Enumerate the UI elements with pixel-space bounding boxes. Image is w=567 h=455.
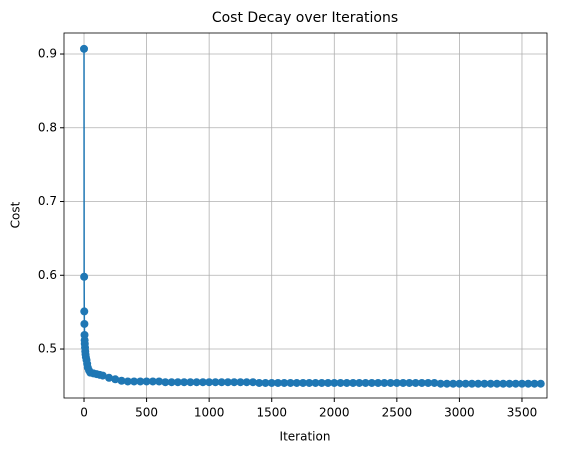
x-tick-label: 2500 — [382, 406, 413, 420]
marker — [173, 378, 182, 387]
marker — [399, 378, 408, 387]
marker — [492, 379, 501, 388]
marker — [374, 378, 383, 387]
marker — [524, 379, 533, 388]
marker — [467, 379, 476, 388]
x-axis-label: Iteration — [280, 430, 331, 444]
marker — [223, 378, 232, 387]
marker — [417, 378, 426, 387]
marker — [267, 378, 276, 387]
marker — [161, 378, 170, 387]
marker — [436, 379, 445, 388]
marker — [349, 378, 358, 387]
x-tick-label: 500 — [135, 406, 158, 420]
marker — [123, 377, 132, 386]
marker — [117, 376, 126, 385]
marker — [105, 373, 114, 382]
marker — [186, 378, 195, 387]
marker — [411, 378, 420, 387]
marker — [330, 378, 339, 387]
marker — [255, 378, 264, 387]
marker — [292, 378, 301, 387]
x-tick-label: 3000 — [444, 406, 475, 420]
marker — [461, 379, 470, 388]
marker — [142, 377, 151, 386]
marker — [324, 378, 333, 387]
marker — [430, 378, 439, 387]
marker — [248, 378, 257, 387]
marker — [474, 379, 483, 388]
marker — [405, 378, 414, 387]
marker — [449, 379, 458, 388]
marker — [480, 379, 489, 388]
marker — [505, 379, 514, 388]
marker — [211, 378, 220, 387]
marker — [236, 378, 245, 387]
marker — [386, 378, 395, 387]
marker — [130, 377, 139, 386]
marker — [80, 319, 89, 328]
marker — [80, 44, 89, 53]
marker — [205, 378, 214, 387]
marker — [486, 379, 495, 388]
marker — [261, 378, 270, 387]
x-tick-label: 3500 — [507, 406, 538, 420]
marker — [217, 378, 226, 387]
marker — [155, 377, 164, 386]
x-tick-label: 1000 — [194, 406, 225, 420]
marker — [455, 379, 464, 388]
marker — [517, 379, 526, 388]
marker — [380, 378, 389, 387]
marker — [286, 378, 295, 387]
marker — [536, 379, 545, 388]
marker — [499, 379, 508, 388]
y-tick-label: 0.9 — [38, 47, 57, 61]
marker — [273, 378, 282, 387]
y-tick-label: 0.8 — [38, 120, 57, 134]
marker — [342, 378, 351, 387]
marker — [317, 378, 326, 387]
marker — [242, 378, 251, 387]
marker — [442, 379, 451, 388]
y-tick-label: 0.7 — [38, 194, 57, 208]
marker — [511, 379, 520, 388]
x-tick-label: 1500 — [256, 406, 287, 420]
marker — [424, 378, 433, 387]
marker — [136, 377, 145, 386]
chart-title: Cost Decay over Iterations — [212, 10, 398, 26]
marker — [148, 377, 157, 386]
line — [83, 48, 541, 385]
marker — [198, 378, 207, 387]
marker — [311, 378, 320, 387]
marker — [80, 307, 89, 316]
x-tick-label: 0 — [80, 406, 88, 420]
marker — [355, 378, 364, 387]
marker — [80, 272, 89, 281]
y-tick-label: 0.5 — [38, 342, 57, 356]
marker — [530, 379, 539, 388]
marker — [305, 378, 314, 387]
marker — [167, 378, 176, 387]
marker — [361, 378, 370, 387]
marker — [298, 378, 307, 387]
y-tick-label: 0.6 — [38, 268, 57, 282]
marker — [98, 371, 107, 380]
y-axis-label: Cost — [9, 201, 23, 228]
marker — [192, 378, 201, 387]
x-tick-label: 2000 — [319, 406, 350, 420]
plot-frame — [63, 32, 548, 399]
marker — [111, 375, 120, 384]
marker — [180, 378, 189, 387]
marker — [280, 378, 289, 387]
marker — [230, 378, 239, 387]
marker — [336, 378, 345, 387]
marker — [392, 378, 401, 387]
marker — [367, 378, 376, 387]
